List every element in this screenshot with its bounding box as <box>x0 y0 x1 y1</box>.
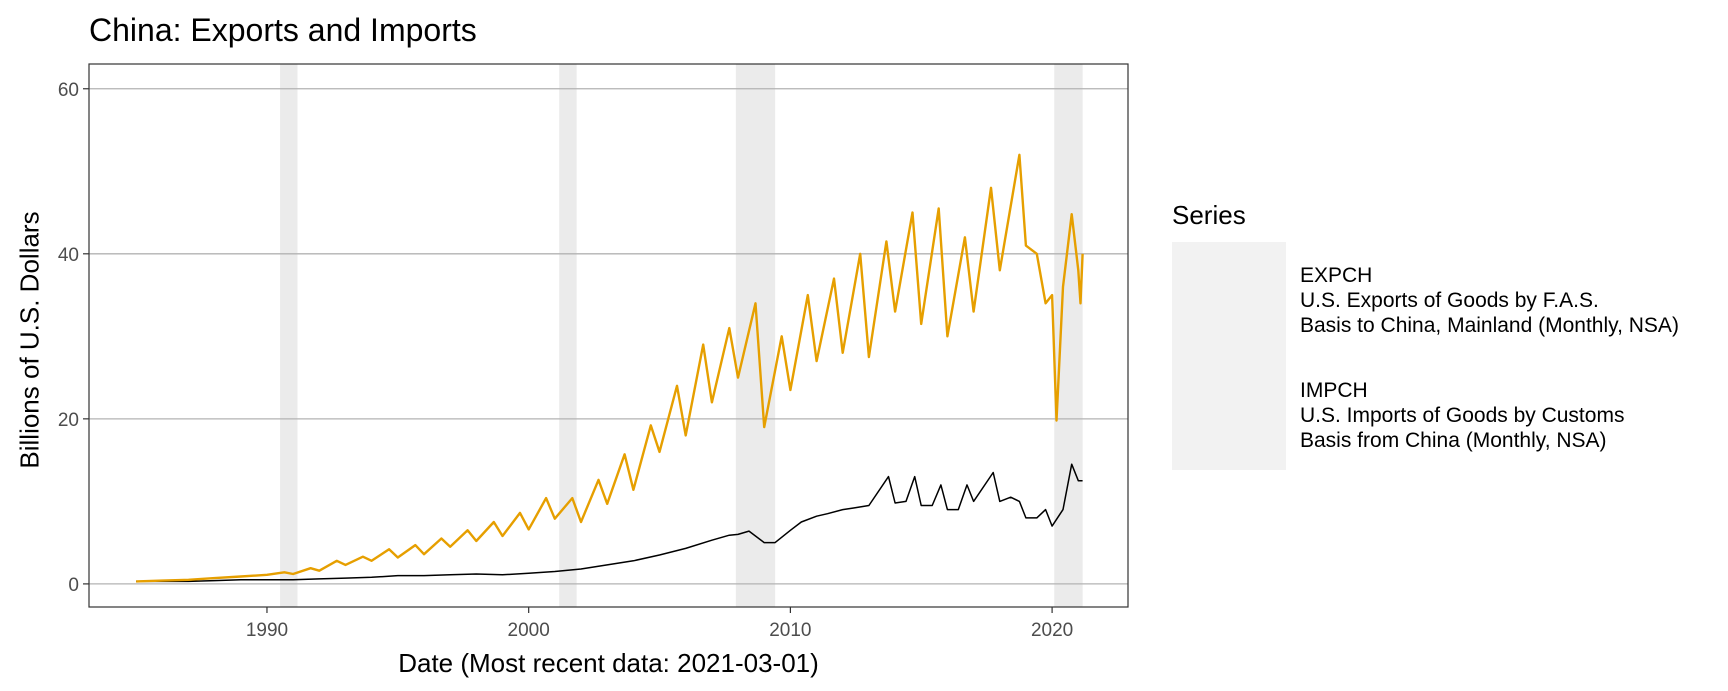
x-tick-label: 1990 <box>246 620 288 641</box>
y-tick-label: 20 <box>58 410 79 431</box>
x-tick-label: 2020 <box>1031 620 1073 641</box>
legend-entry-line1: U.S. Imports of Goods by Customs <box>1300 404 1625 427</box>
legend-title: Series <box>1172 200 1246 230</box>
legend-entry-line2: Basis from China (Monthly, NSA) <box>1300 429 1607 452</box>
plot-border <box>88 63 1129 608</box>
x-axis-label: Date (Most recent data: 2021-03-01) <box>398 648 819 678</box>
recession-band <box>1054 64 1083 607</box>
series-lines <box>136 153 1084 583</box>
y-axis-label: Billions of U.S. Dollars <box>14 211 45 469</box>
x-tick-label: 2000 <box>508 620 550 641</box>
y-tick-label: 40 <box>58 245 79 266</box>
legend-entry-expch: EXPCH U.S. Exports of Goods by F.A.S. Ba… <box>1300 263 1679 338</box>
recession-band <box>735 64 776 607</box>
recession-band <box>280 64 298 607</box>
legend-key-background <box>1172 242 1286 470</box>
chart-title: China: Exports and Imports <box>89 12 477 48</box>
y-tick-label: 0 <box>68 575 79 596</box>
series-line-impch <box>136 153 1084 583</box>
legend-entry-code: EXPCH <box>1300 264 1373 287</box>
axis-ticks: 0 20 40 60 1990 2000 2010 2020 <box>58 80 1073 641</box>
legend-entry-code: IMPCH <box>1300 379 1368 402</box>
legend-entry-impch: IMPCH U.S. Imports of Goods by Customs B… <box>1300 378 1624 453</box>
plot-panel <box>89 64 1128 607</box>
gridlines <box>89 88 1128 585</box>
recession-band <box>559 64 577 607</box>
y-tick-label: 60 <box>58 80 79 101</box>
legend-entry-line2: Basis to China, Mainland (Monthly, NSA) <box>1300 314 1679 337</box>
x-tick-label: 2010 <box>769 620 811 641</box>
recession-shading <box>280 64 1083 607</box>
legend-entry-line1: U.S. Exports of Goods by F.A.S. <box>1300 289 1599 312</box>
series-line-expch <box>136 463 1083 583</box>
